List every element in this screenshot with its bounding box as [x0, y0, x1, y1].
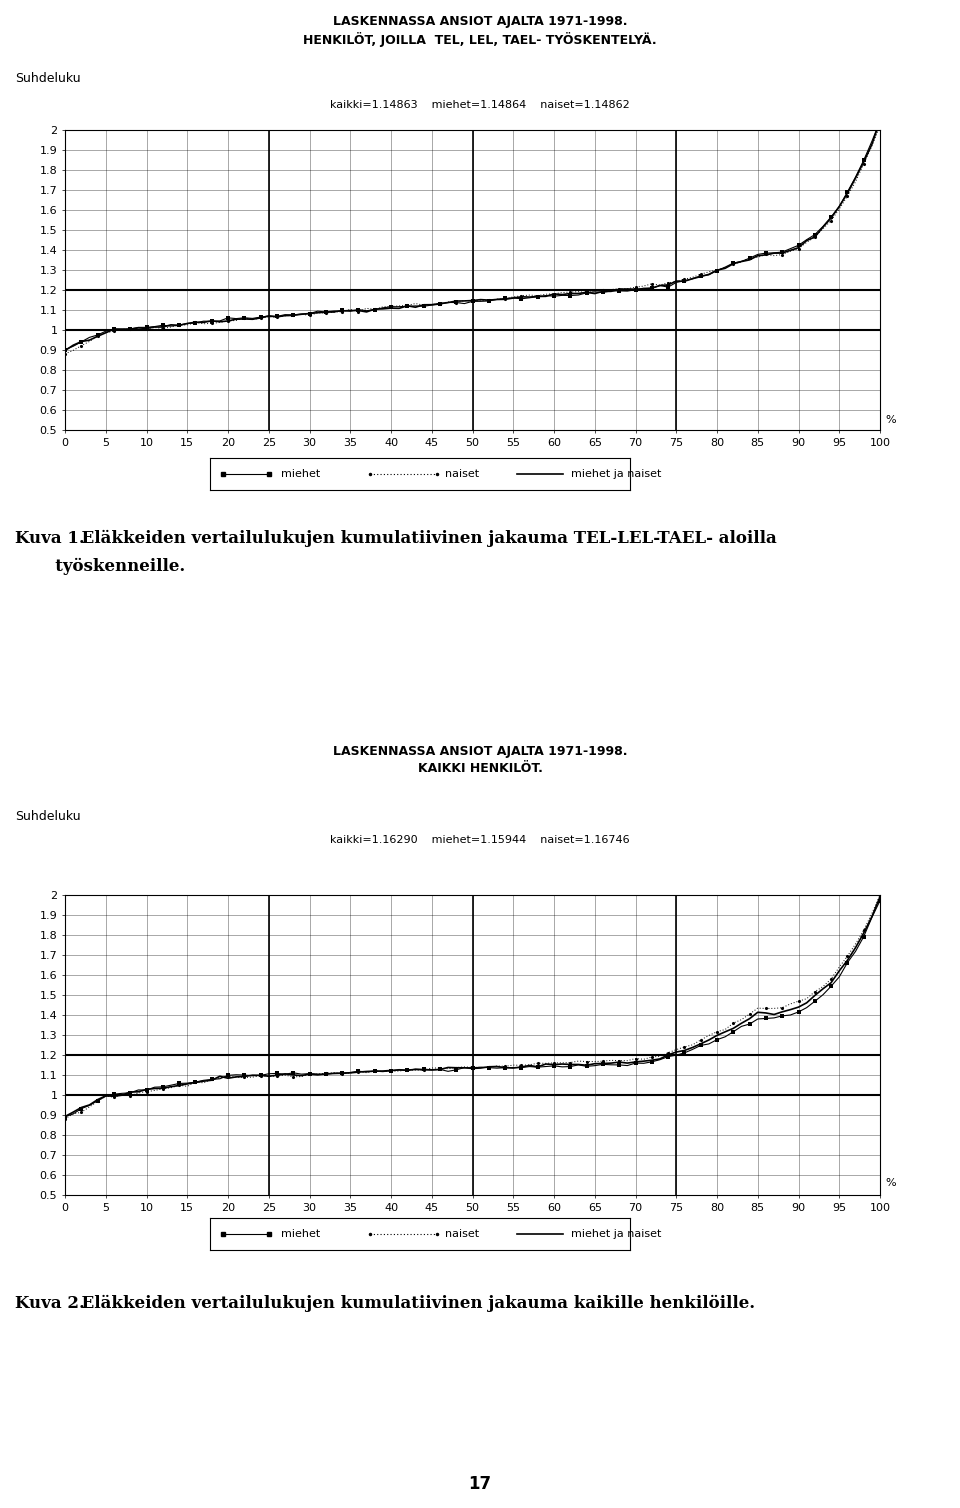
Text: miehet ja naiset: miehet ja naiset [571, 1229, 661, 1240]
Text: KAIKKI HENKILÖT.: KAIKKI HENKILÖT. [418, 762, 542, 775]
Text: %: % [885, 1178, 896, 1188]
Text: Suhdeluku: Suhdeluku [15, 72, 81, 84]
Text: Kuva 1.: Kuva 1. [15, 529, 84, 547]
Text: LASKENNASSA ANSIOT AJALTA 1971-1998.: LASKENNASSA ANSIOT AJALTA 1971-1998. [333, 15, 627, 29]
Text: Suhdeluku: Suhdeluku [15, 810, 81, 823]
Text: työskenneille.: työskenneille. [15, 558, 185, 575]
Text: LASKENNASSA ANSIOT AJALTA 1971-1998.: LASKENNASSA ANSIOT AJALTA 1971-1998. [333, 745, 627, 759]
Text: miehet: miehet [281, 1229, 321, 1240]
Text: %: % [885, 415, 896, 425]
Text: miehet ja naiset: miehet ja naiset [571, 469, 661, 480]
Text: HENKILÖT, JOILLA  TEL, LEL, TAEL- TYÖSKENTELYÄ.: HENKILÖT, JOILLA TEL, LEL, TAEL- TYÖSKEN… [303, 32, 657, 47]
Text: 17: 17 [468, 1475, 492, 1493]
Text: Eläkkeiden vertailulukujen kumulatiivinen jakauma kaikille henkilöille.: Eläkkeiden vertailulukujen kumulatiivine… [70, 1295, 756, 1312]
Text: naiset: naiset [445, 469, 479, 480]
Text: miehet: miehet [281, 469, 321, 480]
Text: Kuva 2.: Kuva 2. [15, 1295, 84, 1312]
Text: naiset: naiset [445, 1229, 479, 1240]
Text: Eläkkeiden vertailulukujen kumulatiivinen jakauma TEL-LEL-TAEL- aloilla: Eläkkeiden vertailulukujen kumulatiivine… [70, 529, 777, 547]
Text: kaikki=1.14863    miehet=1.14864    naiset=1.14862: kaikki=1.14863 miehet=1.14864 naiset=1.1… [330, 100, 630, 110]
Text: kaikki=1.16290    miehet=1.15944    naiset=1.16746: kaikki=1.16290 miehet=1.15944 naiset=1.1… [330, 835, 630, 844]
